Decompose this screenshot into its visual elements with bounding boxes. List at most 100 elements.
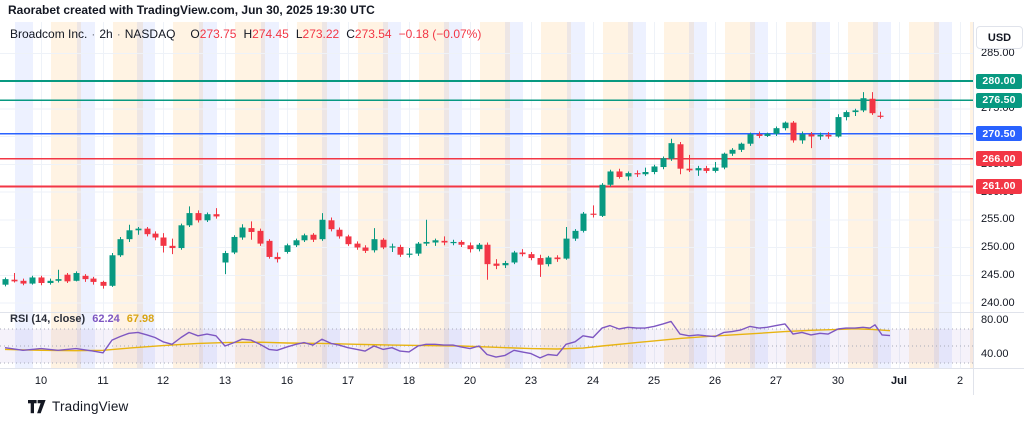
candle-body [537,258,544,265]
candle-body [686,168,693,171]
rsi-main-value: 62.24 [92,313,120,325]
candle-body [580,213,587,231]
candle-body [100,281,107,286]
legend-separator: · [91,27,96,41]
candle-body [389,246,396,248]
post-market-stripe [505,22,523,368]
candle-body [756,134,763,136]
candle-body [668,143,675,159]
candle-body [178,225,185,249]
post-market-stripe [383,22,401,368]
post-market-stripe [750,22,768,368]
candle-body [310,234,317,240]
post-market-stripe [628,22,646,368]
pre-market-stripe [358,22,388,368]
open-value: 273.75 [199,27,237,41]
candle-body [328,220,335,230]
legend-separator: · [116,27,121,41]
time-tick-label: 2 [956,375,964,387]
time-tick-label: 25 [647,375,661,387]
time-tick-label: 30 [831,375,845,387]
candle-body [319,219,326,240]
rsi-label: RSI (14, close) [10,313,86,325]
time-tick-label: 17 [341,375,355,387]
time-tick-label: 27 [769,375,783,387]
candle-body [563,238,570,259]
candle-body [152,233,159,238]
candle-body [423,241,430,244]
price-level-badge: 280.00 [976,73,1022,89]
tradingview-logo-link[interactable]: TradingView [28,399,129,414]
candle-body [799,134,806,141]
candle-body [126,230,133,240]
open-label: O [190,27,200,41]
candle-body [109,255,116,286]
candle-body [852,110,859,113]
candle-body [90,278,97,282]
candle-body [590,213,597,215]
candle-body [354,243,361,248]
candle-body [790,122,797,141]
candle-body [625,173,632,177]
candle-body [2,279,9,285]
candle-body [222,253,229,263]
candle-body [860,98,867,111]
pre-market-stripe [848,22,878,368]
candle-body [835,117,842,137]
interval-label: 2h [99,27,113,41]
candle-body [642,172,649,175]
candle-body [528,254,535,259]
candle-body [204,214,211,221]
time-tick-label: 13 [218,375,232,387]
rsi-legend[interactable]: RSI (14, close) 62.24 67.98 [10,313,154,325]
candle-body [651,166,658,173]
candle-body [213,214,220,217]
price-level-badge: 270.50 [976,126,1022,142]
post-market-stripe [199,22,217,368]
candle-body [703,168,710,171]
candle-body [572,230,579,239]
candle-body [843,112,850,118]
candle-body [380,239,387,248]
post-market-stripe [444,22,462,368]
candle-body [869,98,876,114]
candle-body [738,143,745,150]
time-axis[interactable]: 10 11 12 13 16 17 18 20 23 24 25 26 27 30 Jul 2 [0,368,973,394]
candle-body [441,240,448,243]
time-tick-label: 23 [524,375,538,387]
candle-body [634,173,641,175]
candle-body [458,241,465,245]
candle-body [519,252,526,255]
symbol-legend[interactable]: Broadcom Inc. · 2h · NASDAQ O273.75 H274.45 L27… [10,27,481,41]
candle-body [160,237,167,246]
candle-body [825,134,832,137]
ohlc-values: O273.75 H274.45 L273.22 C273.54 −0.18 (−0.07… [183,27,481,41]
candle-body [484,244,491,265]
candle-body [808,134,815,137]
time-tick-label: 11 [97,375,109,387]
price-axis[interactable]: 285.00275.00270.00265.00260.00255.00250.… [974,0,1024,395]
candle-body [764,133,771,136]
candle-body [415,243,422,254]
rsi-signal-line [4,328,891,352]
candle-body [284,245,291,252]
candle-body [257,230,264,244]
price-tick-label: 255.00 [981,213,1015,226]
time-tick-label: 10 [34,375,48,387]
candle-body [293,240,300,246]
pre-market-stripe [173,22,203,368]
pre-market-stripe [480,22,510,368]
currency-button[interactable]: USD [976,26,1023,49]
pre-market-stripe [419,22,449,368]
post-market-stripe [261,22,279,368]
candle-body [450,241,457,244]
pre-market-stripe [113,22,143,368]
candle-body [773,128,780,134]
pre-market-stripe [297,22,327,368]
tradingview-logo-icon [28,399,46,413]
pre-market-stripe [909,22,939,368]
low-label: L [295,27,303,41]
candle-body [545,257,552,265]
